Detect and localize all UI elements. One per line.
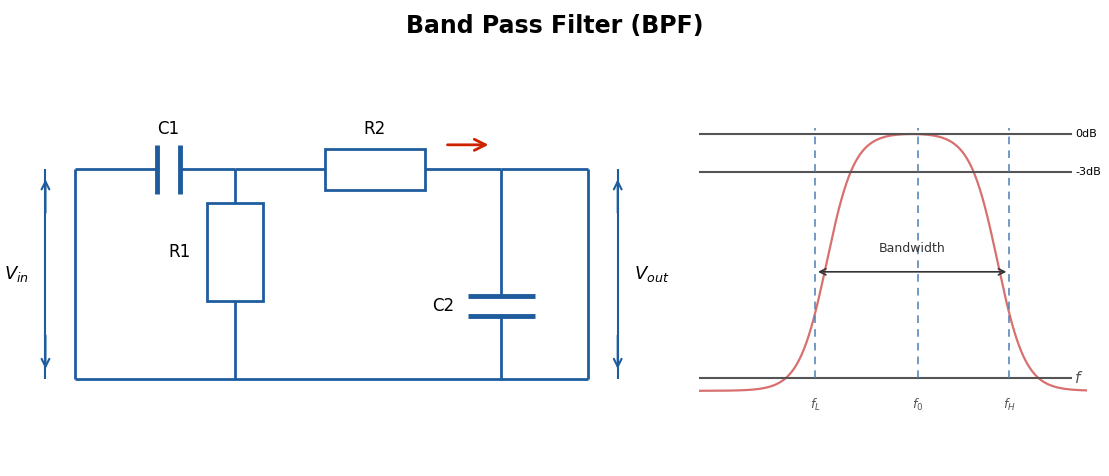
Bar <box>325 149 425 190</box>
Text: C2: C2 <box>433 297 455 315</box>
Text: $f_H$: $f_H$ <box>1003 397 1016 413</box>
Text: 0dB: 0dB <box>1075 129 1097 139</box>
Text: C1: C1 <box>157 119 180 138</box>
Bar <box>207 203 263 301</box>
Text: -3dB: -3dB <box>1075 167 1101 177</box>
Text: $f_L$: $f_L$ <box>810 397 821 413</box>
Text: $f_0$: $f_0$ <box>913 397 924 413</box>
Text: R1: R1 <box>169 243 191 261</box>
Text: $\mathit{V}_{in}$: $\mathit{V}_{in}$ <box>3 264 29 284</box>
Text: Band Pass Filter (BPF): Band Pass Filter (BPF) <box>406 14 703 38</box>
Text: R2: R2 <box>364 119 386 138</box>
Text: $\mathit{V}_{out}$: $\mathit{V}_{out}$ <box>634 264 670 284</box>
Text: f: f <box>1075 371 1080 386</box>
Text: Bandwidth: Bandwidth <box>878 242 946 255</box>
